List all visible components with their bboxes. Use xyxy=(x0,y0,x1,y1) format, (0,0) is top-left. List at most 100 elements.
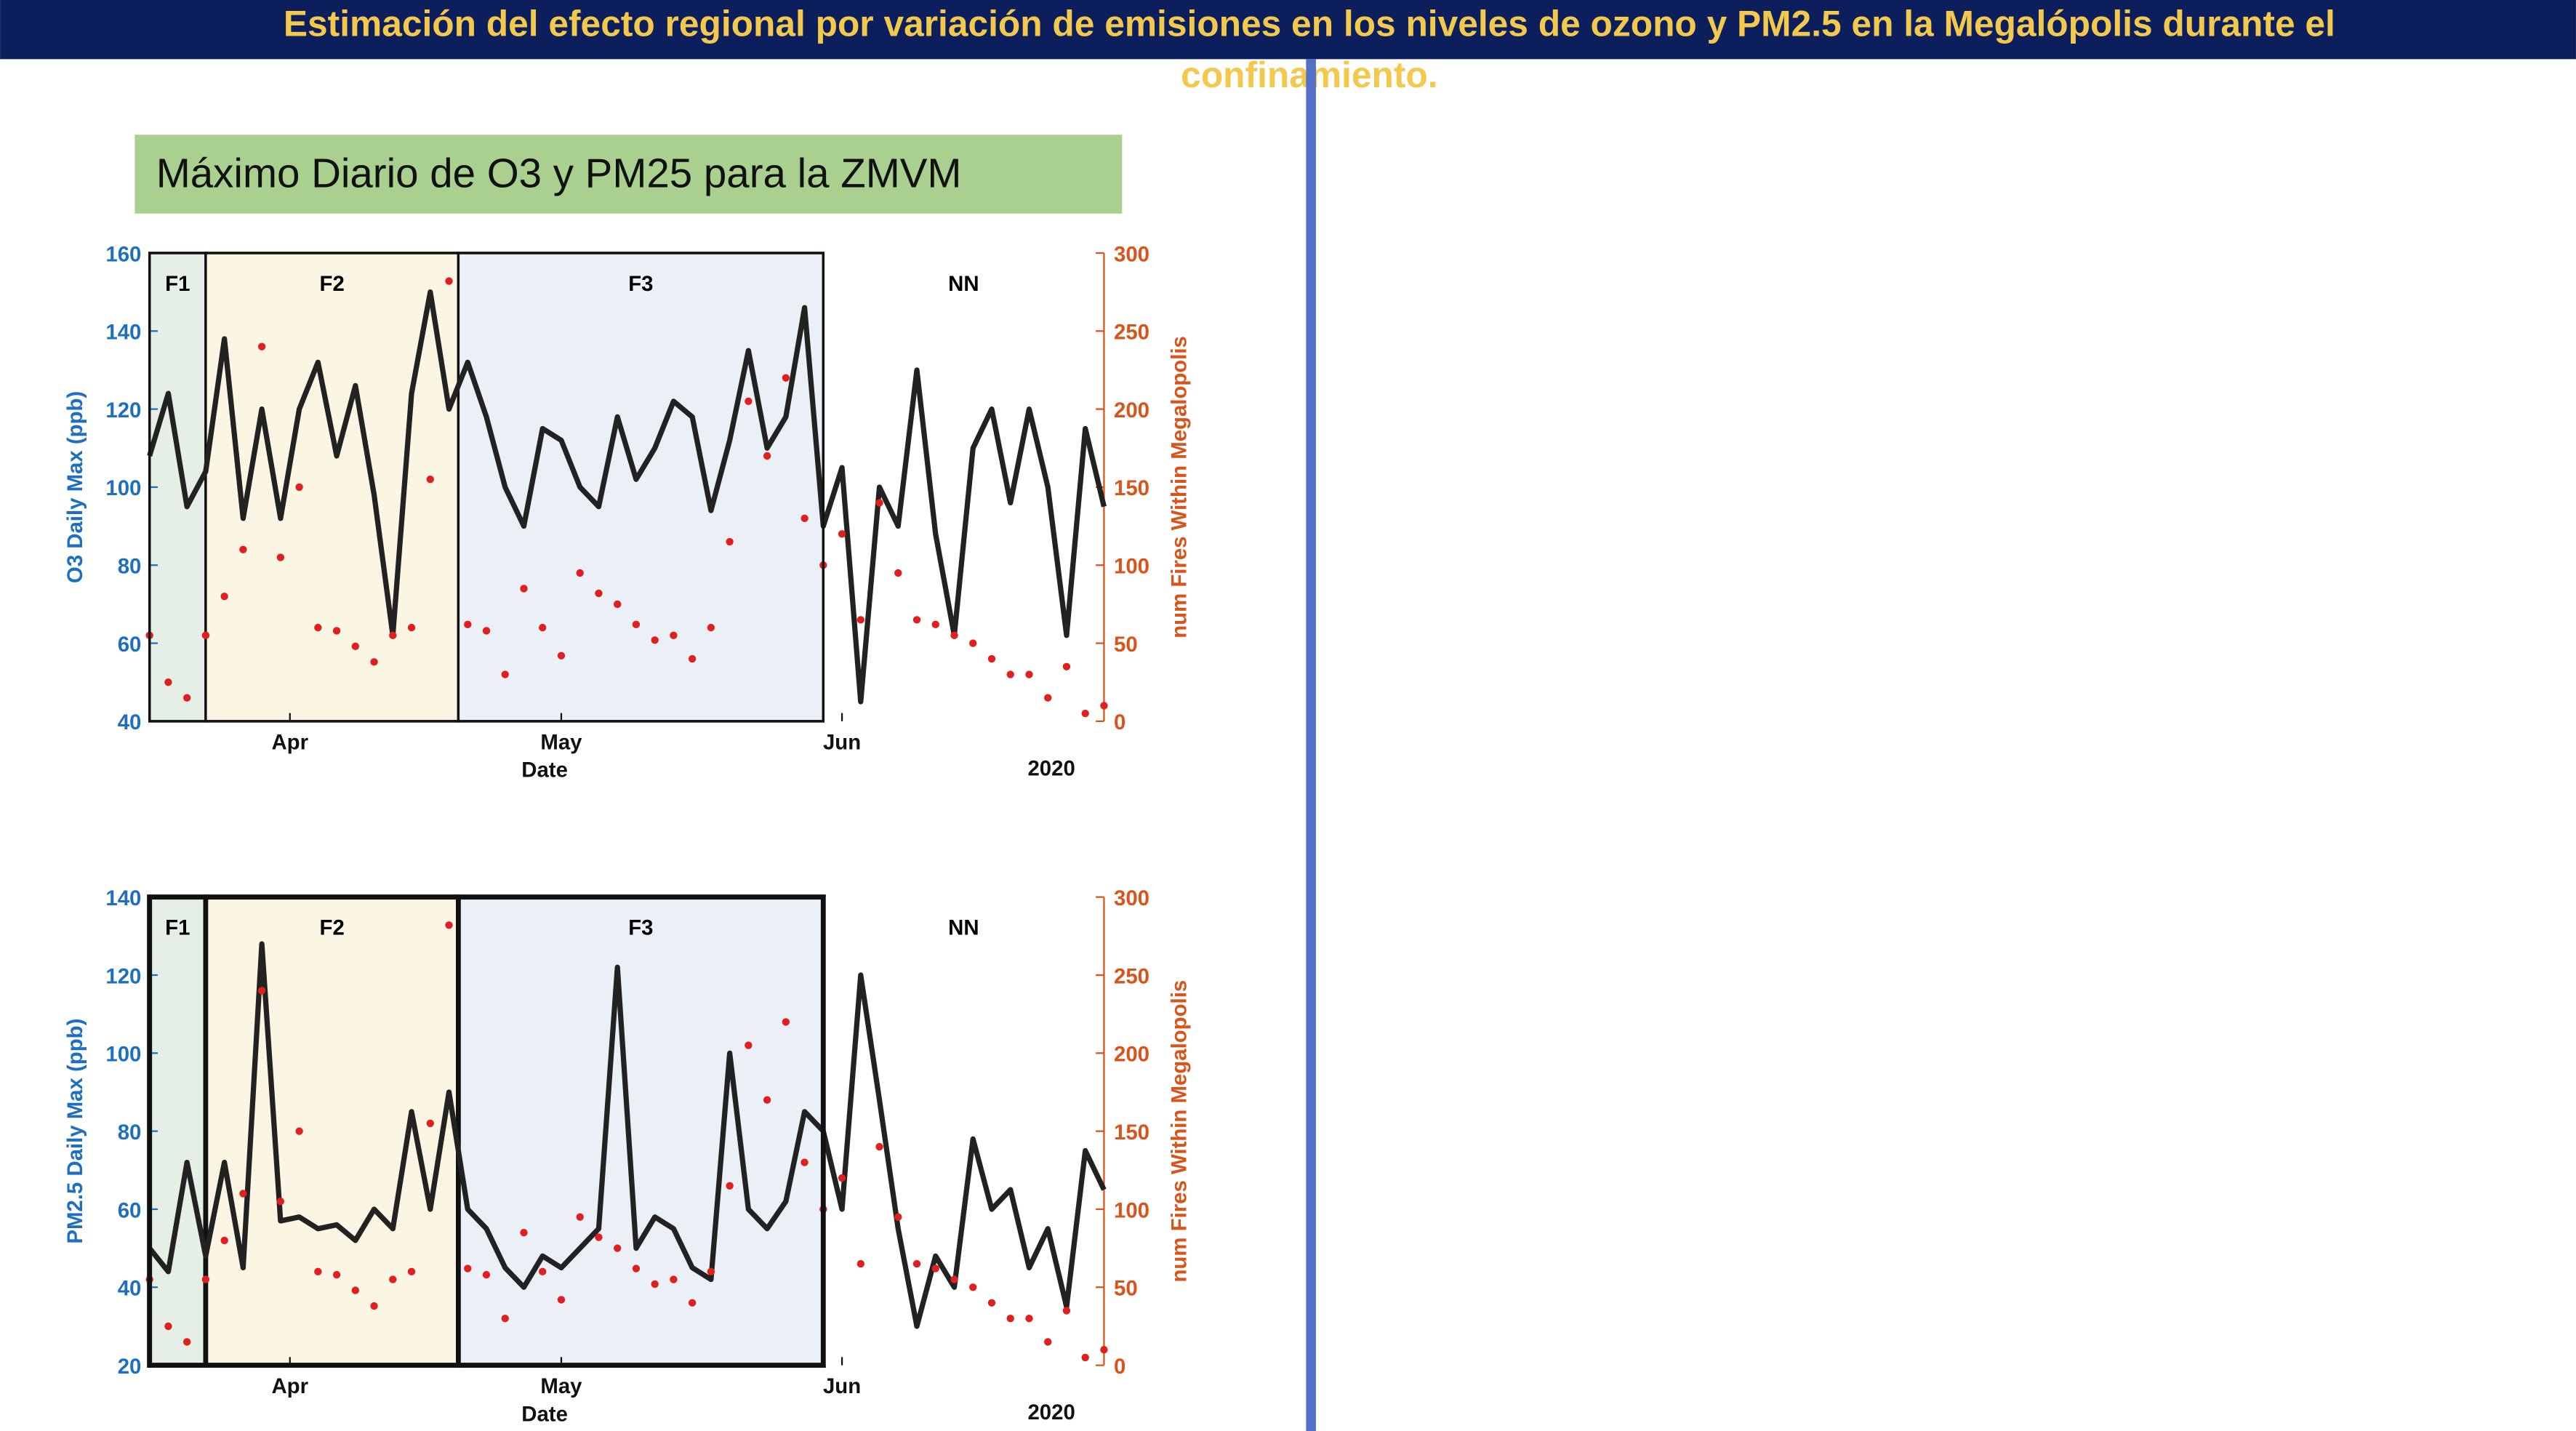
y2-tick-label: 50 xyxy=(1114,1277,1138,1301)
fire-point xyxy=(688,654,697,663)
phase-label: NN xyxy=(948,916,979,940)
phase-label: F3 xyxy=(628,916,653,940)
fire-point xyxy=(182,1338,191,1346)
fire-point xyxy=(875,1142,883,1151)
fire-point xyxy=(763,1096,771,1104)
y-tick-label: 20 xyxy=(118,1355,142,1379)
title-banner xyxy=(0,0,2576,60)
phase-label: F1 xyxy=(165,916,190,940)
fire-point xyxy=(576,569,584,577)
fire-point xyxy=(613,1244,622,1252)
y-tick-label: 100 xyxy=(105,1043,141,1067)
y2-axis-label: num Fires Within Megalopolis xyxy=(1167,980,1191,1283)
slide-title: Estimación del efecto regional por varia… xyxy=(284,4,2335,44)
fire-point xyxy=(1081,709,1089,718)
fire-point xyxy=(875,499,883,507)
fire-point xyxy=(931,1264,939,1272)
fire-point xyxy=(782,1018,790,1026)
fire-point xyxy=(370,1302,378,1310)
fire-point xyxy=(314,623,322,632)
fire-point xyxy=(632,620,641,629)
y-tick-label: 60 xyxy=(118,1198,142,1222)
phase-label: NN xyxy=(948,272,979,296)
fire-point xyxy=(856,1259,865,1268)
fire-point xyxy=(950,631,958,640)
fire-point xyxy=(464,620,472,629)
fire-point xyxy=(239,1190,247,1198)
fire-point xyxy=(557,1296,566,1304)
y-tick-label: 40 xyxy=(118,710,142,734)
fire-point xyxy=(931,620,939,629)
fire-point xyxy=(726,537,734,546)
fire-point xyxy=(351,642,360,651)
fire-point xyxy=(332,1270,341,1279)
x-tick-label: Apr xyxy=(271,730,308,754)
fire-point xyxy=(1006,670,1014,678)
year-label: 2020 xyxy=(1027,756,1075,780)
fire-point xyxy=(501,1315,509,1323)
y2-tick-label: 0 xyxy=(1114,710,1126,734)
fire-point xyxy=(539,623,547,632)
fire-point xyxy=(987,1299,996,1307)
fire-point xyxy=(707,1267,715,1276)
fire-point xyxy=(1044,694,1052,702)
divider xyxy=(1306,59,1316,1431)
fire-point xyxy=(295,483,303,492)
fire-point xyxy=(464,1264,472,1272)
fire-point xyxy=(595,589,603,598)
fire-point xyxy=(688,1299,697,1307)
fire-point xyxy=(445,277,453,285)
y2-tick-label: 300 xyxy=(1114,886,1149,910)
fire-point xyxy=(370,658,378,666)
fire-point xyxy=(707,623,715,632)
y-tick-label: 120 xyxy=(105,398,141,422)
y-tick-label: 160 xyxy=(105,242,141,266)
fire-point xyxy=(763,452,771,460)
fire-point xyxy=(164,678,172,686)
fire-point xyxy=(239,545,247,553)
phase-label: F2 xyxy=(320,916,345,940)
fire-point xyxy=(856,616,865,624)
fire-point xyxy=(912,1259,921,1268)
fire-point xyxy=(1100,1345,1108,1354)
fire-point xyxy=(1062,662,1071,670)
fire-point xyxy=(969,1283,977,1291)
fire-point xyxy=(651,1280,659,1288)
y2-tick-label: 300 xyxy=(1114,242,1149,266)
phase-region xyxy=(823,897,1104,1366)
fire-point xyxy=(426,1119,434,1128)
phase-label: F1 xyxy=(165,272,190,296)
panel-title-box xyxy=(135,135,1123,214)
fire-point xyxy=(595,1233,603,1241)
fire-point xyxy=(1006,1315,1014,1323)
fire-point xyxy=(726,1182,734,1190)
phase-region xyxy=(204,252,460,723)
fire-point xyxy=(407,623,416,632)
fire-point xyxy=(1062,1307,1071,1315)
y-tick-label: 60 xyxy=(118,633,142,657)
data-line xyxy=(147,289,1107,705)
fire-point xyxy=(894,1213,902,1221)
fire-point xyxy=(164,1322,172,1331)
fire-point xyxy=(557,652,566,660)
fire-point xyxy=(651,636,659,644)
y-tick-label: 140 xyxy=(105,321,141,345)
fire-point xyxy=(220,1236,228,1245)
fire-point xyxy=(314,1267,322,1276)
phase-label: F3 xyxy=(628,272,653,296)
fire-point xyxy=(838,1174,846,1182)
plot-frame xyxy=(148,252,825,723)
fire-point xyxy=(745,1041,753,1049)
y2-tick-label: 0 xyxy=(1114,1355,1126,1379)
x-axis-label: Date xyxy=(521,1402,568,1426)
data-line xyxy=(147,941,1107,1329)
fire-point xyxy=(220,592,228,601)
fire-point xyxy=(389,1275,397,1283)
phase-region xyxy=(456,894,826,1368)
fire-point xyxy=(838,530,846,538)
y-tick-label: 80 xyxy=(118,555,142,579)
phase-region xyxy=(823,252,1104,721)
fire-point xyxy=(1044,1338,1052,1346)
